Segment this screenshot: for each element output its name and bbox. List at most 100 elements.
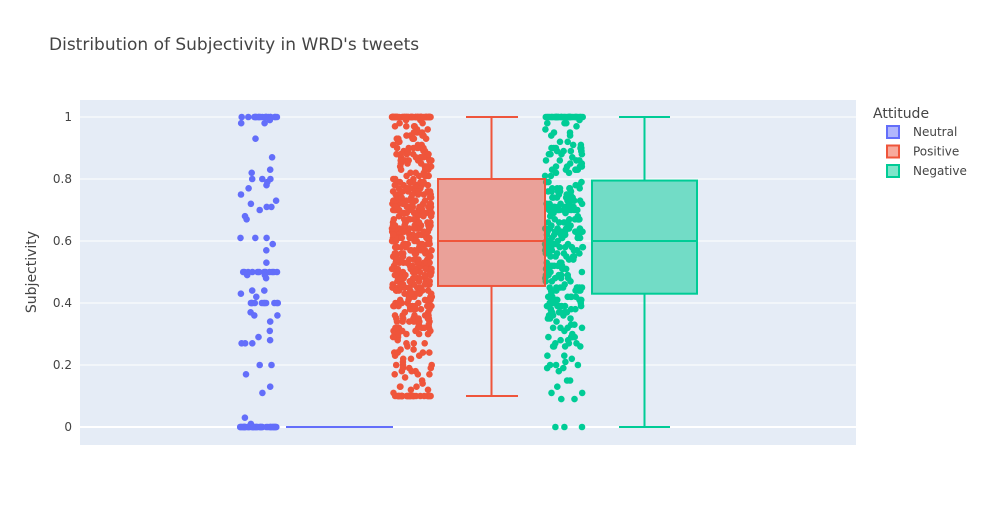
data-point [424, 219, 431, 226]
data-point [570, 197, 578, 204]
data-point [573, 123, 580, 130]
data-point [554, 225, 561, 232]
legend-item-neutral[interactable]: Neutral [886, 125, 957, 139]
points-positive [388, 113, 436, 400]
data-point [415, 259, 422, 267]
data-point [566, 185, 574, 192]
data-point [424, 330, 432, 338]
data-point [426, 349, 433, 356]
data-point [266, 166, 274, 173]
data-point [409, 305, 417, 313]
data-point [414, 113, 422, 121]
data-point [237, 191, 245, 198]
data-point [575, 287, 582, 294]
data-point [240, 423, 248, 431]
data-point [389, 141, 397, 149]
data-point [565, 169, 573, 177]
data-point [576, 296, 583, 304]
data-point [560, 250, 568, 257]
data-point [262, 113, 269, 121]
data-point [392, 203, 400, 211]
data-point [410, 129, 418, 136]
legend-title: Attitude [873, 106, 929, 122]
data-point [427, 253, 434, 260]
legend-item-negative[interactable]: Negative [886, 164, 967, 178]
data-point [563, 309, 571, 316]
chart-title: Distribution of Subjectivity in WRD's tw… [49, 35, 419, 55]
data-point [565, 340, 573, 347]
data-point [420, 113, 427, 121]
data-point [271, 299, 278, 307]
data-point [550, 194, 557, 201]
data-point [392, 287, 400, 294]
data-point [404, 259, 411, 267]
data-point [556, 206, 563, 214]
data-point [564, 203, 572, 211]
data-point [397, 383, 404, 391]
data-point [561, 243, 569, 251]
data-point [408, 290, 415, 298]
data-point [412, 268, 420, 276]
data-point [417, 284, 425, 291]
data-point [414, 371, 422, 378]
iqr-box [437, 178, 546, 287]
data-points [236, 113, 587, 431]
data-point [391, 271, 399, 279]
data-point [578, 200, 586, 208]
data-point [247, 200, 255, 208]
data-point [405, 364, 413, 372]
data-point [266, 383, 274, 391]
data-point [248, 175, 256, 183]
data-point [544, 352, 551, 360]
data-point [576, 116, 583, 124]
data-point [409, 113, 417, 121]
data-point [548, 132, 555, 139]
data-point [426, 240, 433, 248]
data-point [552, 361, 560, 369]
iqr-box [591, 179, 698, 295]
data-point [393, 113, 401, 121]
y-tick-label: 0.4 [53, 296, 72, 310]
legend-swatch [886, 144, 900, 159]
data-point [392, 250, 400, 257]
data-point [561, 281, 568, 288]
data-point [548, 278, 556, 285]
data-point [547, 287, 555, 294]
data-point [416, 203, 424, 211]
data-point [577, 343, 584, 350]
data-point [424, 302, 431, 310]
data-point [420, 144, 427, 152]
data-point [558, 395, 565, 403]
data-point [391, 175, 399, 183]
data-point [544, 315, 552, 322]
data-point [424, 386, 432, 394]
data-point [420, 392, 428, 400]
data-point [269, 240, 277, 248]
data-point [424, 287, 432, 294]
y-tick-label: 0.2 [53, 358, 72, 372]
data-point [560, 364, 567, 372]
data-point [395, 392, 402, 400]
data-point [421, 197, 429, 204]
data-point [546, 225, 554, 232]
data-point [409, 191, 416, 198]
data-point [552, 423, 559, 431]
data-point [273, 113, 281, 121]
data-point [401, 228, 408, 235]
data-point [547, 150, 554, 158]
data-point [542, 126, 549, 133]
data-point [548, 247, 556, 254]
data-point [391, 243, 399, 251]
data-point [272, 197, 280, 204]
data-point [410, 346, 417, 353]
y-axis-title: Subjectivity [24, 231, 40, 313]
data-point [398, 367, 406, 375]
data-point [564, 197, 571, 204]
data-point [574, 361, 582, 369]
data-point [238, 340, 245, 347]
legend[interactable]: Attitude Neutral Positive Negative [873, 106, 967, 178]
data-point [248, 287, 256, 294]
legend-item-positive[interactable]: Positive [886, 144, 959, 159]
data-point [410, 135, 418, 142]
data-point [544, 293, 552, 301]
